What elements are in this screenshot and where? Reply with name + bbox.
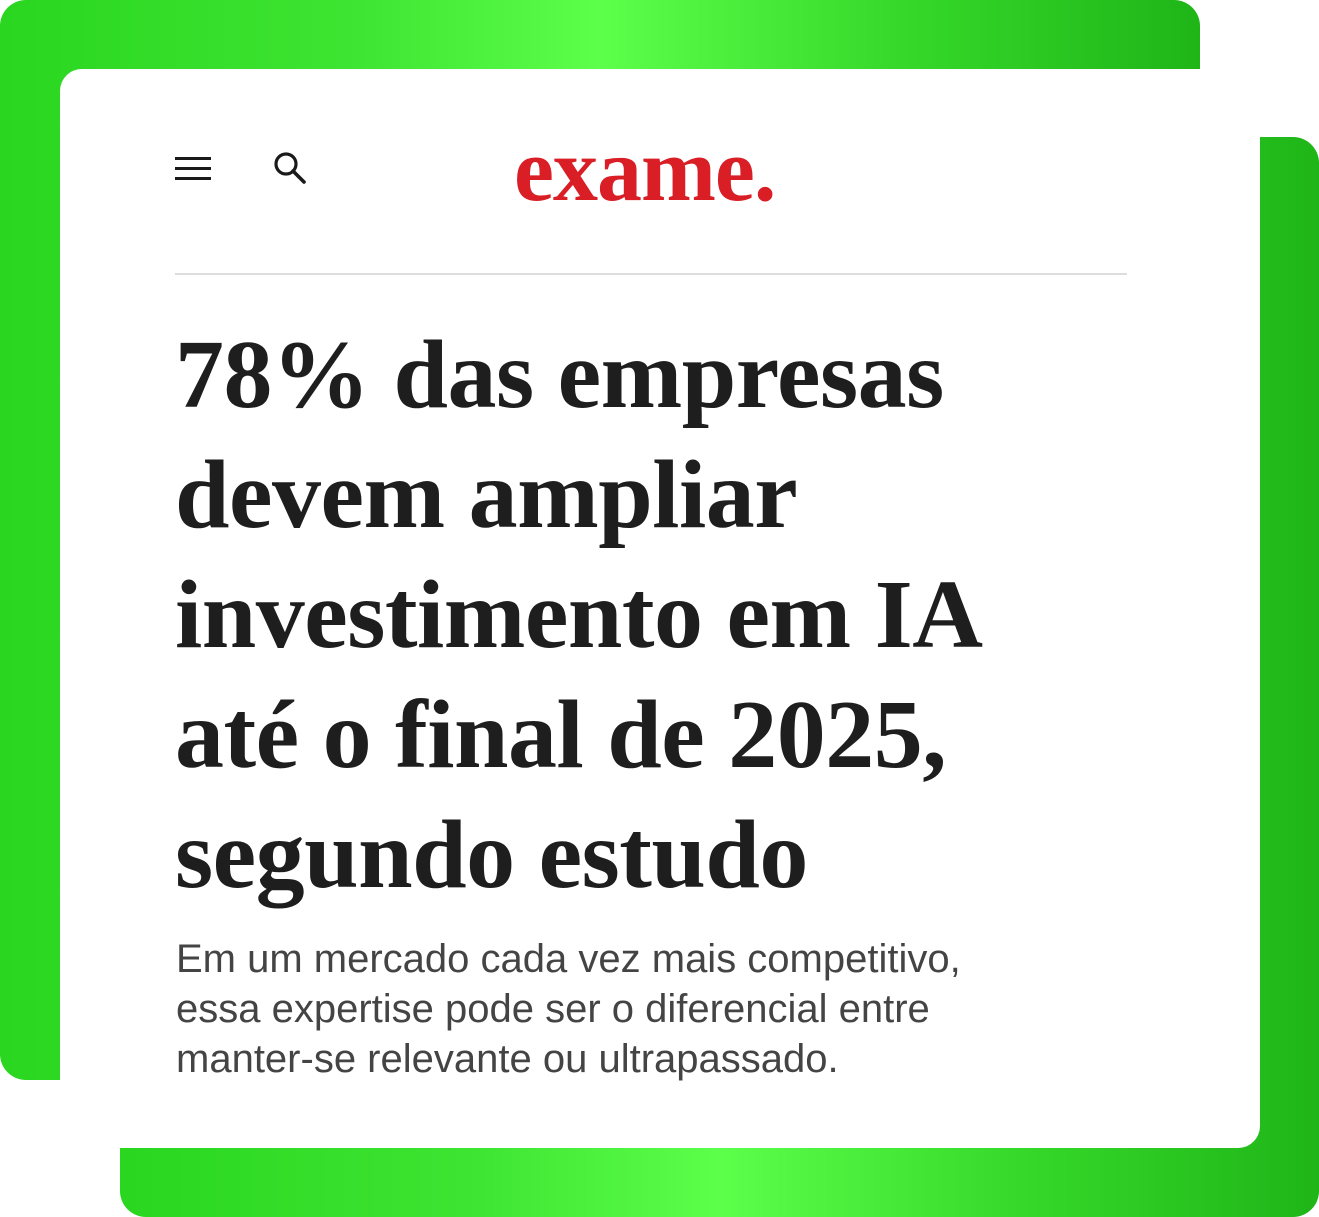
headline-line: 78% das empresas xyxy=(175,321,944,429)
headline-line: investimento em IA xyxy=(175,561,983,669)
headline-line: segundo estudo xyxy=(175,801,808,909)
header-divider xyxy=(175,273,1127,275)
headline-line: devem ampliar xyxy=(175,441,798,549)
subtitle-line: Em um mercado cada vez mais competitivo, xyxy=(176,937,961,981)
article-card: exame. 78% das empresas devem ampliar in… xyxy=(60,69,1260,1148)
headline-line: até o final de 2025, xyxy=(175,681,947,789)
article-subtitle: Em um mercado cada vez mais competitivo,… xyxy=(176,934,1176,1084)
article-headline: 78% das empresas devem ampliar investime… xyxy=(175,315,1175,915)
subtitle-line: essa expertise pode ser o diferencial en… xyxy=(176,987,930,1031)
subtitle-line: manter-se relevante ou ultrapassado. xyxy=(176,1037,839,1081)
exame-logo[interactable]: exame. xyxy=(514,121,776,220)
hamburger-menu-icon[interactable] xyxy=(175,157,213,183)
search-icon[interactable] xyxy=(270,149,310,189)
